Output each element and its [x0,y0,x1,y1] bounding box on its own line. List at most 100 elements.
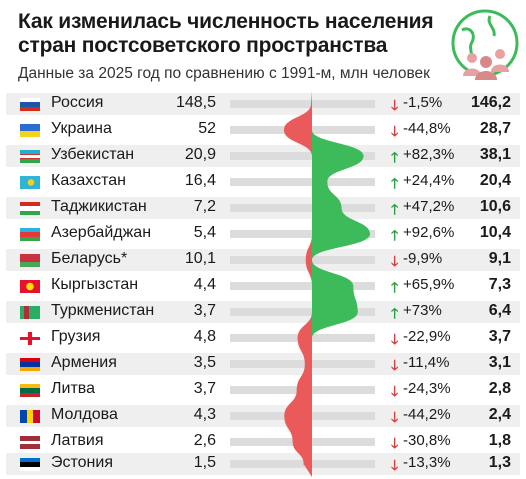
arrow-down-icon: 🡓 [391,457,399,473]
arrow-up-icon: 🡑 [391,227,399,243]
table-row: Украина 52 🡓 -44,8% 28,7 [0,117,526,143]
change-percent: -22,9% [403,328,451,345]
flag-azerbaijan-icon [20,228,40,241]
country-name: Украина [51,120,112,137]
bar-track [230,178,375,186]
value-1991: 10,1 [184,250,216,267]
flag-latvia-icon [20,436,40,449]
country-name: Кыргызстан [51,276,139,293]
country-name: Латвия [51,432,104,449]
value-2025: 3,7 [488,328,511,345]
decrease-area [283,91,312,477]
change-percent: -24,3% [403,380,451,397]
country-name: Молдова [51,406,118,423]
flag-moldova-icon [20,410,40,423]
table-row: Кыргызстан 4,4 🡑 +65,9% 7,3 [0,273,526,299]
arrow-up-icon: 🡑 [391,149,399,165]
country-name: Беларусь* [51,250,128,267]
arrow-down-icon: 🡓 [391,331,399,347]
value-1991: 2,6 [193,432,216,449]
change-percent: +92,6% [403,224,455,241]
value-2025: 7,3 [488,276,511,293]
country-name: Россия [51,94,104,111]
flag-lithuania-icon [20,384,40,397]
flag-estonia-icon [20,458,40,471]
country-name: Эстония [51,454,113,471]
country-name: Казахстан [51,172,126,189]
bar-track [230,360,375,368]
flag-tajikistan-icon [20,202,40,215]
bar-track [230,460,375,468]
country-name: Армения [51,354,117,371]
value-2025: 2,4 [488,406,511,423]
value-1991: 3,5 [193,354,216,371]
value-2025: 28,7 [479,120,511,137]
arrow-down-icon: 🡓 [391,357,399,373]
change-percent: +24,4% [403,172,455,189]
bar-track [230,282,375,290]
change-percent: +47,2% [403,198,455,215]
flag-russia-icon [20,98,40,111]
table-row: Латвия 2,6 🡓 -30,8% 1,8 [0,429,526,455]
value-1991: 4,3 [193,406,216,423]
change-percent: -44,8% [403,120,451,137]
value-2025: 1,8 [488,432,511,449]
arrow-up-icon: 🡑 [391,279,399,295]
arrow-up-icon: 🡑 [391,175,399,191]
flag-georgia-icon [20,332,40,345]
country-name: Туркменистан [51,302,155,319]
change-percent: -11,4% [403,354,450,371]
arrow-down-icon: 🡓 [391,97,399,113]
country-name: Таджикистан [51,198,147,215]
bar-track [230,230,375,238]
table-row: Казахстан 16,4 🡑 +24,4% 20,4 [0,169,526,195]
arrow-down-icon: 🡓 [391,409,399,425]
value-1991: 20,9 [184,146,216,163]
value-2025: 146,2 [470,94,511,111]
flag-kyrgyzstan-icon [20,280,40,293]
table-row: Литва 3,7 🡓 -24,3% 2,8 [0,377,526,403]
chart-title: Как изменилась численность населения стр… [18,10,434,57]
people-globe-icon [451,9,519,80]
bar-track [230,204,375,212]
chart-subtitle: Данные за 2025 год по сравнению с 1991-м… [18,65,430,82]
change-percent: -9,9% [403,250,443,267]
country-name: Литва [51,380,95,397]
change-percent: -13,3% [403,454,451,471]
arrow-up-icon: 🡑 [391,305,399,321]
flag-turkmenistan-icon [20,306,40,319]
bar-track [230,100,375,108]
arrow-down-icon: 🡓 [391,253,399,269]
flag-belarus-icon [20,254,40,267]
value-2025: 3,1 [488,354,511,371]
value-2025: 10,4 [479,224,511,241]
value-2025: 9,1 [488,250,511,267]
arrow-down-icon: 🡓 [391,435,399,451]
change-percent: +73% [403,302,442,319]
flag-uzbekistan-icon [20,150,40,163]
value-2025: 1,3 [488,454,511,471]
change-percent: +82,3% [403,146,455,163]
flag-ukraine-icon [20,124,40,137]
bar-track [230,152,375,160]
value-1991: 7,2 [193,198,216,215]
bar-track [230,256,375,264]
value-1991: 4,8 [193,328,216,345]
arrow-up-icon: 🡑 [391,201,399,217]
arrow-down-icon: 🡓 [391,383,399,399]
value-1991: 148,5 [175,94,216,111]
bar-track [230,308,375,316]
country-name: Грузия [51,328,101,345]
table-row: Россия 148,5 🡓 -1,5% 146,2 [0,91,526,117]
value-1991: 3,7 [193,380,216,397]
value-1991: 52 [198,120,216,137]
value-1991: 3,7 [193,302,216,319]
change-percent: -1,5% [403,94,443,111]
change-percent: -30,8% [403,432,451,449]
flag-kazakhstan-icon [20,176,40,189]
change-percent: -44,2% [403,406,451,423]
change-percent: +65,9% [403,276,455,293]
value-1991: 5,4 [193,224,216,241]
value-2025: 20,4 [479,172,511,189]
table-row: Грузия 4,8 🡓 -22,9% 3,7 [0,325,526,351]
